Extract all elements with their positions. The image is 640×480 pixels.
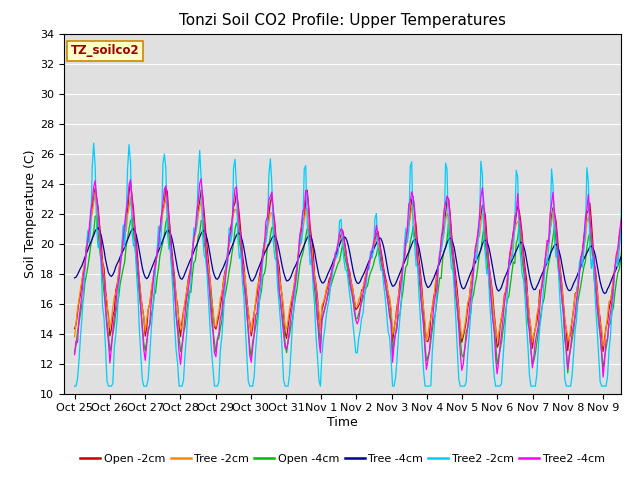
Tree -4cm [362,265,370,271]
Tree -4cm [90,232,97,238]
Open -2cm [127,179,134,184]
Line: Tree2 -2cm: Tree2 -2cm [75,143,639,386]
Open -4cm [71,350,79,356]
Tree -2cm [362,270,370,276]
Tree -2cm [71,334,79,340]
Tree2 -2cm [558,322,566,328]
Tree -4cm [635,291,640,297]
Open -4cm [633,350,640,356]
Y-axis label: Soil Temperature (C): Soil Temperature (C) [24,149,37,278]
Tree2 -2cm [71,383,79,389]
Tree -2cm [474,230,482,236]
Tree2 -2cm [90,140,97,146]
Tree2 -4cm [362,275,370,280]
Title: Tonzi Soil CO2 Profile: Upper Temperatures: Tonzi Soil CO2 Profile: Upper Temperatur… [179,13,506,28]
Open -4cm [474,263,482,268]
Tree2 -4cm [635,367,640,372]
Open -2cm [108,326,115,332]
Tree -4cm [632,280,639,286]
Line: Tree -2cm: Tree -2cm [75,192,639,347]
Tree2 -2cm [632,380,639,385]
Tree2 -2cm [474,240,482,246]
Tree2 -4cm [558,295,566,301]
Line: Open -2cm: Open -2cm [75,181,639,356]
Tree -2cm [635,344,640,350]
Tree -2cm [109,304,116,310]
Open -4cm [558,296,566,302]
Open -4cm [635,367,640,372]
Line: Tree2 -4cm: Tree2 -4cm [75,179,639,377]
Tree2 -4cm [108,345,115,351]
Open -4cm [109,331,116,337]
Open -2cm [632,319,639,324]
Text: TZ_soilco2: TZ_soilco2 [70,44,140,58]
Tree -2cm [632,315,639,321]
Open -4cm [362,285,370,291]
Open -4cm [90,229,97,235]
Tree2 -2cm [109,381,116,386]
Tree -2cm [558,284,566,290]
Line: Open -4cm: Open -4cm [75,216,639,373]
Tree2 -4cm [599,374,607,380]
Tree2 -4cm [474,230,482,236]
Tree2 -4cm [197,176,205,181]
Line: Tree -4cm: Tree -4cm [75,228,639,294]
Open -4cm [93,213,100,218]
Open -2cm [558,282,566,288]
Open -2cm [90,196,97,202]
Legend: Open -2cm, Tree -2cm, Open -4cm, Tree -4cm, Tree2 -2cm, Tree2 -4cm: Open -2cm, Tree -2cm, Open -4cm, Tree -4… [76,450,609,468]
X-axis label: Time: Time [327,416,358,429]
Tree2 -4cm [71,352,79,358]
Open -2cm [71,325,79,331]
Open -2cm [474,230,482,236]
Tree2 -4cm [633,354,640,360]
Tree2 -4cm [90,184,97,190]
Tree2 -2cm [362,282,370,288]
Tree -4cm [474,254,482,260]
Tree -4cm [109,272,116,277]
Tree -4cm [71,275,79,281]
Open -2cm [362,271,370,277]
Tree2 -2cm [635,383,640,389]
Open -4cm [564,370,572,376]
Open -2cm [635,353,640,359]
Tree -2cm [92,190,99,195]
Tree -2cm [90,200,97,205]
Tree -4cm [558,261,566,267]
Tree2 -2cm [92,165,99,170]
Tree -4cm [94,225,102,231]
